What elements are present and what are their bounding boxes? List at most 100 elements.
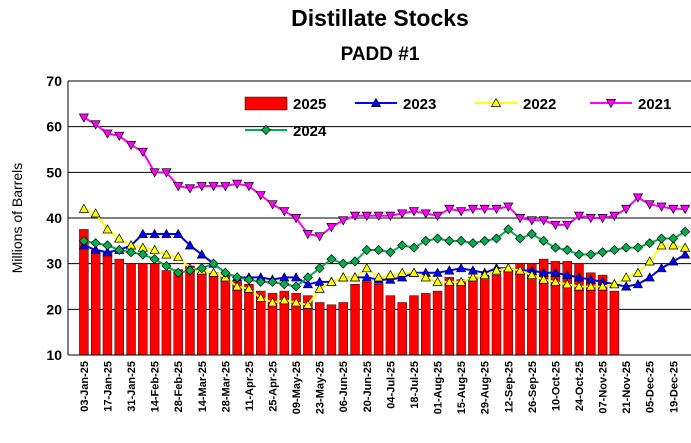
point [432, 211, 443, 221]
point [90, 244, 101, 254]
point [456, 263, 467, 273]
legend-label: 2022 [523, 96, 556, 113]
point [514, 265, 526, 275]
point [432, 233, 443, 244]
point [550, 242, 561, 253]
x-tick-label: 09-May-25 [291, 361, 303, 414]
x-tick-label: 14-Mar-25 [197, 361, 209, 412]
bar [161, 270, 172, 356]
point [255, 276, 266, 287]
point [632, 267, 644, 277]
point [456, 207, 467, 217]
point [538, 274, 549, 284]
point [161, 249, 172, 259]
bar [90, 249, 101, 356]
point [373, 272, 384, 282]
point [326, 254, 337, 265]
point [149, 244, 160, 254]
point [161, 260, 172, 271]
legend-marker [490, 97, 502, 107]
point [597, 247, 608, 258]
point [373, 244, 384, 255]
point [349, 272, 361, 282]
point [149, 168, 160, 178]
x-tick-label: 14-Feb-25 [150, 361, 162, 412]
bar [409, 295, 419, 356]
x-tick-label: 07-Nov-25 [598, 361, 610, 414]
point [562, 269, 573, 280]
point [267, 297, 278, 307]
point [632, 193, 644, 203]
bar [102, 252, 113, 356]
point [78, 203, 89, 213]
point [656, 202, 667, 212]
x-tick-label: 12-Sep-25 [503, 361, 515, 413]
legend-label: 2023 [403, 96, 436, 113]
point [680, 204, 691, 215]
bar [149, 263, 160, 356]
x-tick-label: 21-Nov-25 [621, 361, 633, 414]
point [503, 224, 514, 235]
point [184, 265, 195, 276]
point [444, 265, 455, 275]
point [255, 191, 266, 201]
point [562, 220, 573, 231]
point [408, 267, 420, 277]
x-tick-label: 10-Oct-25 [550, 361, 562, 411]
point [350, 256, 361, 267]
x-tick-label: 25-Apr-25 [268, 361, 280, 412]
point [137, 147, 148, 158]
bar [362, 281, 372, 356]
point [373, 211, 384, 221]
bar [609, 290, 620, 356]
point [102, 224, 113, 234]
point [137, 249, 148, 260]
point [78, 113, 89, 123]
point [208, 182, 219, 192]
point [279, 294, 290, 305]
point [597, 214, 608, 224]
x-tick-label: 20-Jun-25 [362, 361, 374, 412]
y-tick-label: 30 [46, 256, 62, 272]
legend-label: 2025 [293, 96, 326, 113]
y-tick-label: 50 [46, 164, 62, 180]
legend-label: 2024 [293, 123, 327, 140]
point [656, 233, 667, 244]
point [621, 204, 632, 215]
point [290, 297, 302, 307]
point [397, 240, 408, 251]
bar [114, 258, 124, 356]
point [573, 211, 585, 221]
point [597, 281, 608, 291]
point [184, 240, 196, 250]
bar [208, 272, 219, 356]
point [208, 258, 219, 269]
x-tick-label: 18-Jul-25 [409, 361, 421, 409]
point [196, 182, 207, 192]
point [526, 228, 537, 239]
point [526, 216, 537, 226]
point [173, 267, 184, 278]
bar [185, 265, 195, 356]
point [173, 251, 184, 261]
point [161, 168, 172, 178]
point [538, 235, 549, 246]
point [302, 272, 313, 283]
point [479, 269, 490, 280]
point [361, 263, 372, 273]
point [338, 272, 349, 282]
point [102, 240, 113, 251]
bar [314, 302, 325, 356]
point [550, 276, 561, 286]
x-tick-label: 28-Mar-25 [220, 361, 232, 412]
point [680, 242, 691, 252]
point [279, 279, 290, 290]
point [326, 223, 337, 233]
point [361, 244, 372, 255]
x-tick-label: 17-Jan-25 [102, 361, 114, 412]
point [232, 281, 243, 291]
x-tick-label: 15-Aug-25 [456, 361, 468, 414]
point [149, 228, 160, 238]
point [515, 233, 526, 244]
